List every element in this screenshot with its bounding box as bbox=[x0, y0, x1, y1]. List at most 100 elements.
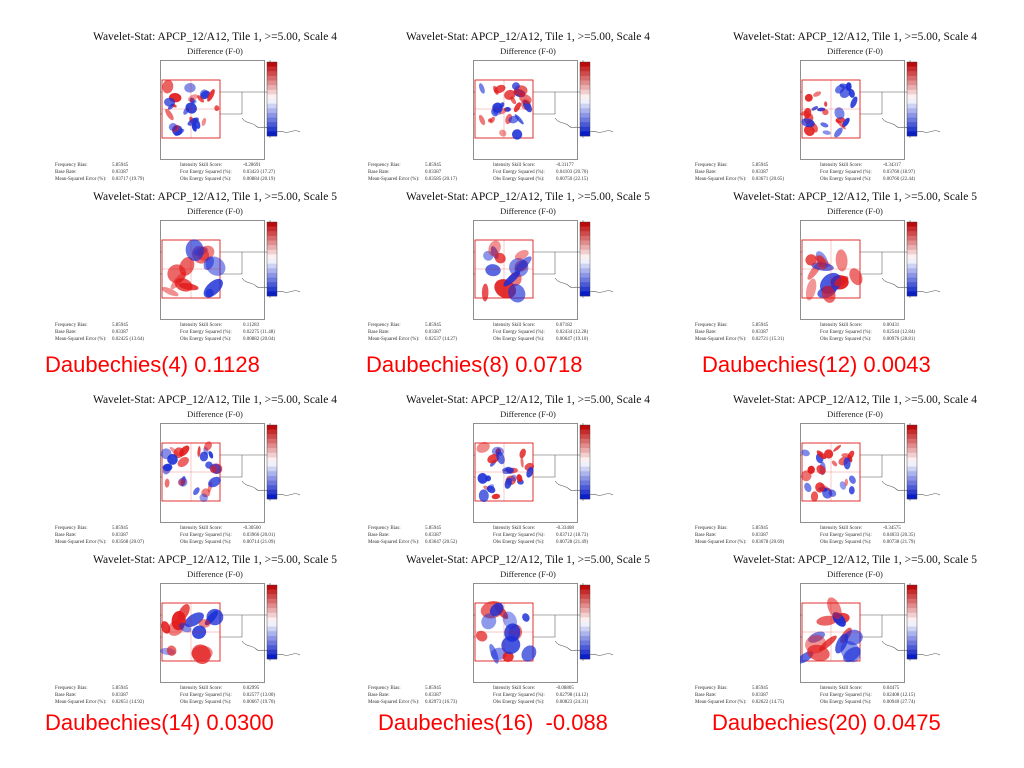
color-bar-swatch bbox=[267, 268, 277, 274]
positive-diff-blob bbox=[810, 491, 819, 502]
negative-diff-blob bbox=[481, 613, 497, 630]
panel-title: Wavelet-Stat: APCP_12/A12, Tile 1, >=5.0… bbox=[406, 191, 650, 203]
color-bar-swatch bbox=[907, 291, 917, 297]
wavelet-tile bbox=[474, 79, 534, 140]
stat-value: 0.03717 (19.79) bbox=[112, 177, 145, 182]
positive-diff-blob bbox=[499, 129, 507, 137]
map-area bbox=[159, 583, 320, 688]
positive-diff-blob bbox=[835, 249, 848, 272]
positive-diff-blob bbox=[179, 445, 190, 457]
positive-diff-blob bbox=[504, 89, 516, 100]
positive-diff-blob bbox=[488, 240, 501, 257]
stat-value: 0.02798 (14.12) bbox=[556, 693, 589, 698]
color-bar-swatch bbox=[907, 462, 917, 467]
color-bar-swatch bbox=[580, 71, 590, 77]
stat-value: 0.11283 bbox=[243, 323, 260, 328]
stat-label: Intensity Skill Score: bbox=[493, 686, 536, 691]
color-bar-swatch bbox=[267, 485, 277, 491]
stat-value: 5.85945 bbox=[752, 323, 769, 328]
stats-row: Base Rate: 0.03387 Fcst Energy Squared (%)… bbox=[695, 169, 1015, 176]
stat-value: 0.02577 (13.00) bbox=[243, 693, 276, 698]
stats-row: Frequency Bias: 5.85945 Intensity Skill Sc… bbox=[55, 685, 375, 692]
stat-label: Base Rate: bbox=[695, 533, 717, 538]
wavelet-tile bbox=[797, 597, 863, 664]
stat-value: 0.00750 (22.15) bbox=[556, 177, 589, 182]
color-bar-swatch bbox=[907, 62, 917, 67]
stat-value: 0.00882 (20.04) bbox=[243, 337, 276, 342]
stats-row: Base Rate: 0.03387 Fcst Energy Squared (%)… bbox=[368, 532, 688, 539]
color-bar-swatch bbox=[580, 94, 590, 100]
stat-label: Base Rate: bbox=[55, 693, 77, 698]
negative-diff-blob bbox=[199, 451, 209, 462]
stat-label: Obs Energy Squared (%): bbox=[820, 540, 872, 545]
panel-subtitle: Difference (F-0) bbox=[500, 409, 556, 419]
color-bar-swatch bbox=[267, 131, 277, 137]
field-map bbox=[800, 60, 941, 160]
stats-row: Frequency Bias: 5.85945 Intensity Skill Sc… bbox=[368, 685, 688, 692]
negative-diff-blob bbox=[489, 602, 504, 617]
state-border bbox=[473, 220, 614, 298]
negative-diff-blob bbox=[839, 86, 851, 99]
stat-value: 0.02408 (12.15) bbox=[883, 693, 916, 698]
color-bar-swatch bbox=[580, 457, 590, 463]
stat-label: Mean-Squared Error (%): bbox=[695, 540, 747, 545]
negative-diff-blob bbox=[486, 485, 496, 494]
panel-subtitle: Difference (F-0) bbox=[500, 46, 556, 56]
wavelet-tile bbox=[159, 602, 224, 665]
stat-label: Obs Energy Squared (%): bbox=[820, 700, 872, 705]
stat-label: Base Rate: bbox=[368, 170, 390, 175]
positive-diff-blob bbox=[834, 276, 849, 287]
color-bar-swatch bbox=[580, 640, 590, 646]
color-bar-swatch bbox=[580, 594, 590, 600]
stat-label: Fcst Energy Squared (%): bbox=[493, 693, 545, 698]
color-bar-swatch bbox=[267, 254, 277, 260]
color-bar-swatch bbox=[580, 108, 590, 114]
negative-diff-blob bbox=[822, 130, 831, 135]
tile-grid bbox=[802, 443, 860, 501]
wavelet-panel-scale5: Wavelet-Stat: APCP_12/A12, Tile 1, >=5.0… bbox=[55, 190, 375, 350]
color-bar-swatch bbox=[907, 443, 917, 449]
positive-diff-blob bbox=[196, 95, 205, 103]
color-bar-swatch bbox=[907, 282, 917, 288]
tile-grid bbox=[475, 240, 533, 298]
color-bar-swatch bbox=[907, 485, 917, 491]
stat-value: 0.03760 (18.97) bbox=[883, 170, 916, 175]
color-bar-swatch bbox=[580, 122, 590, 128]
panel-title: Wavelet-Stat: APCP_12/A12, Tile 1, >=5.0… bbox=[733, 31, 977, 43]
stat-value: 0.03585 (20.17) bbox=[425, 177, 458, 182]
stat-label: Mean-Squared Error (%): bbox=[55, 337, 107, 342]
stats-row: Base Rate: 0.03387 Fcst Energy Squared (%)… bbox=[55, 692, 375, 699]
color-bar-swatch bbox=[907, 612, 917, 618]
color-bar-frame bbox=[906, 584, 918, 660]
color-bar-swatch bbox=[267, 494, 277, 500]
negative-diff-blob bbox=[478, 83, 485, 94]
panel-title: Wavelet-Stat: APCP_12/A12, Tile 1, >=5.0… bbox=[406, 394, 650, 406]
stat-value: -0.08805 bbox=[556, 686, 574, 691]
panel-subtitle: Difference (F-0) bbox=[827, 206, 883, 216]
positive-diff-blob bbox=[191, 644, 211, 665]
stats-row: Mean-Squared Error (%): 0.03585 (20.17) Ob… bbox=[368, 176, 688, 183]
positive-diff-blob bbox=[161, 286, 179, 297]
stat-label: Frequency Bias: bbox=[368, 163, 401, 168]
color-bar-swatch bbox=[267, 640, 277, 646]
stat-value: 0.00940 (27.74) bbox=[883, 700, 916, 705]
map-area bbox=[473, 60, 633, 165]
stat-label: Base Rate: bbox=[695, 693, 717, 698]
color-bar-swatch bbox=[580, 589, 590, 595]
negative-diff-blob bbox=[840, 640, 861, 663]
negative-diff-blob bbox=[514, 256, 532, 273]
positive-diff-blob bbox=[813, 91, 822, 97]
color-bar-swatch bbox=[907, 480, 917, 486]
stat-label: Obs Energy Squared (%): bbox=[180, 337, 232, 342]
state-border bbox=[473, 423, 614, 501]
stats-row: Base Rate: 0.03387 Fcst Energy Squared (%)… bbox=[368, 169, 688, 176]
stat-label: Fcst Energy Squared (%): bbox=[820, 330, 872, 335]
color-bar-swatch bbox=[907, 429, 917, 435]
map-area bbox=[800, 423, 960, 528]
positive-diff-blob bbox=[805, 278, 817, 301]
stat-label: Fcst Energy Squared (%): bbox=[820, 693, 872, 698]
color-bar-swatch bbox=[907, 80, 917, 86]
negative-diff-blob bbox=[834, 127, 843, 138]
stat-label: Frequency Bias: bbox=[55, 686, 88, 691]
stats-row: Base Rate: 0.03387 Fcst Energy Squared (%)… bbox=[695, 532, 1015, 539]
